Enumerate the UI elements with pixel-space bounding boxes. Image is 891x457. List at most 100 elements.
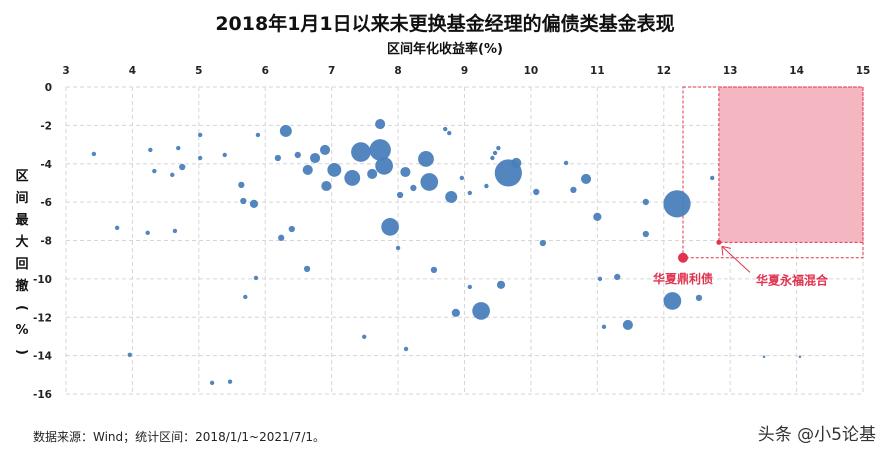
data-point [622, 319, 633, 330]
data-point [593, 212, 602, 221]
data-point [319, 144, 331, 155]
y-axis-label-char: 撤 [15, 278, 28, 294]
y-tick-label: -16 [33, 389, 52, 401]
y-axis-label-char: ) [14, 349, 29, 355]
data-point [279, 124, 292, 137]
data-point [614, 273, 621, 281]
data-point [467, 190, 473, 196]
data-point [327, 162, 342, 177]
data-point [176, 145, 181, 151]
data-point [410, 184, 417, 192]
data-point [294, 151, 301, 159]
y-tick-label: -12 [33, 312, 52, 324]
x-tick-label: 8 [394, 65, 401, 77]
x-tick-label: 13 [723, 65, 738, 77]
data-point [459, 175, 465, 181]
data-point [114, 225, 120, 231]
data-point [490, 155, 495, 161]
data-point [642, 198, 649, 206]
data-point [255, 132, 261, 138]
data-point [533, 188, 540, 196]
highlight-point [716, 239, 722, 245]
chart-title: 2018年1月1日以来未更换基金经理的偏债类基金表现 [215, 12, 674, 35]
data-point [240, 197, 247, 205]
annotation-label: 华夏鼎利债 [653, 271, 713, 286]
data-point [642, 230, 649, 238]
data-point [170, 172, 175, 178]
data-point [396, 191, 404, 199]
data-point [197, 132, 203, 138]
x-tick-label: 4 [129, 65, 136, 77]
y-tick-label: -2 [40, 120, 52, 132]
data-point [597, 276, 603, 282]
data-point [375, 157, 393, 175]
data-point [274, 154, 282, 162]
x-tick-label: 14 [789, 65, 804, 77]
x-tick-label: 12 [656, 65, 671, 77]
x-tick-label: 5 [195, 65, 202, 77]
data-point [278, 234, 285, 241]
highlight-boundary [682, 86, 864, 259]
data-point [321, 180, 332, 192]
data-point [663, 190, 691, 218]
data-point [563, 160, 569, 166]
data-point [367, 168, 378, 179]
x-axis-label: 区间年化收益率(%) [387, 41, 503, 57]
x-tick-label: 9 [461, 65, 468, 77]
data-point [492, 150, 498, 156]
x-tick-label: 15 [856, 65, 871, 77]
footer-source: 数据来源：Wind；统计区间：2018/1/1~2021/7/1。 [33, 429, 325, 444]
arrowhead-icon [721, 245, 731, 256]
data-point [344, 170, 361, 186]
data-point [798, 355, 802, 359]
annotation-arrow [721, 246, 751, 273]
y-axis-label-char: 大 [15, 234, 28, 250]
data-point [310, 152, 321, 164]
y-tick-label: -14 [33, 351, 52, 363]
y-axis-label-char: 区 [15, 169, 28, 184]
highlight-region [718, 86, 864, 243]
highlight-point [678, 252, 689, 263]
data-point [362, 334, 367, 340]
data-point [375, 118, 386, 130]
data-point [197, 155, 203, 161]
y-tick-label: -6 [40, 197, 52, 209]
data-point [496, 145, 501, 151]
y-tick-label: 0 [45, 82, 52, 94]
data-point [762, 355, 766, 359]
data-point [302, 164, 313, 175]
x-tick-label: 6 [262, 65, 269, 77]
x-tick-label: 7 [328, 65, 335, 77]
data-point [395, 245, 401, 251]
data-point [172, 228, 178, 234]
data-point [91, 151, 97, 157]
watermark: 头条 @小5论基 [758, 425, 876, 445]
data-point [369, 139, 391, 161]
y-axis-label-char: ( [14, 305, 29, 311]
x-tick-label: 11 [590, 65, 605, 77]
data-point [381, 218, 399, 236]
data-point [351, 142, 371, 162]
data-point [580, 173, 592, 184]
data-point [710, 175, 715, 181]
data-point [145, 230, 150, 236]
data-point [443, 126, 448, 132]
data-point [601, 324, 607, 330]
data-point [249, 199, 259, 208]
data-point [447, 130, 452, 136]
data-point [238, 181, 245, 189]
x-tick-label: 3 [62, 65, 69, 77]
data-point [467, 284, 473, 290]
data-point [695, 294, 703, 302]
data-point [451, 308, 460, 317]
y-tick-label: -4 [40, 159, 52, 171]
data-point [179, 163, 186, 171]
y-axis-label-char: % [15, 323, 28, 338]
data-point [484, 183, 489, 189]
data-point [420, 173, 439, 191]
annotation-label: 华夏永福混合 [756, 272, 829, 287]
data-point [243, 294, 248, 300]
data-point [445, 190, 458, 203]
data-point [222, 152, 227, 158]
